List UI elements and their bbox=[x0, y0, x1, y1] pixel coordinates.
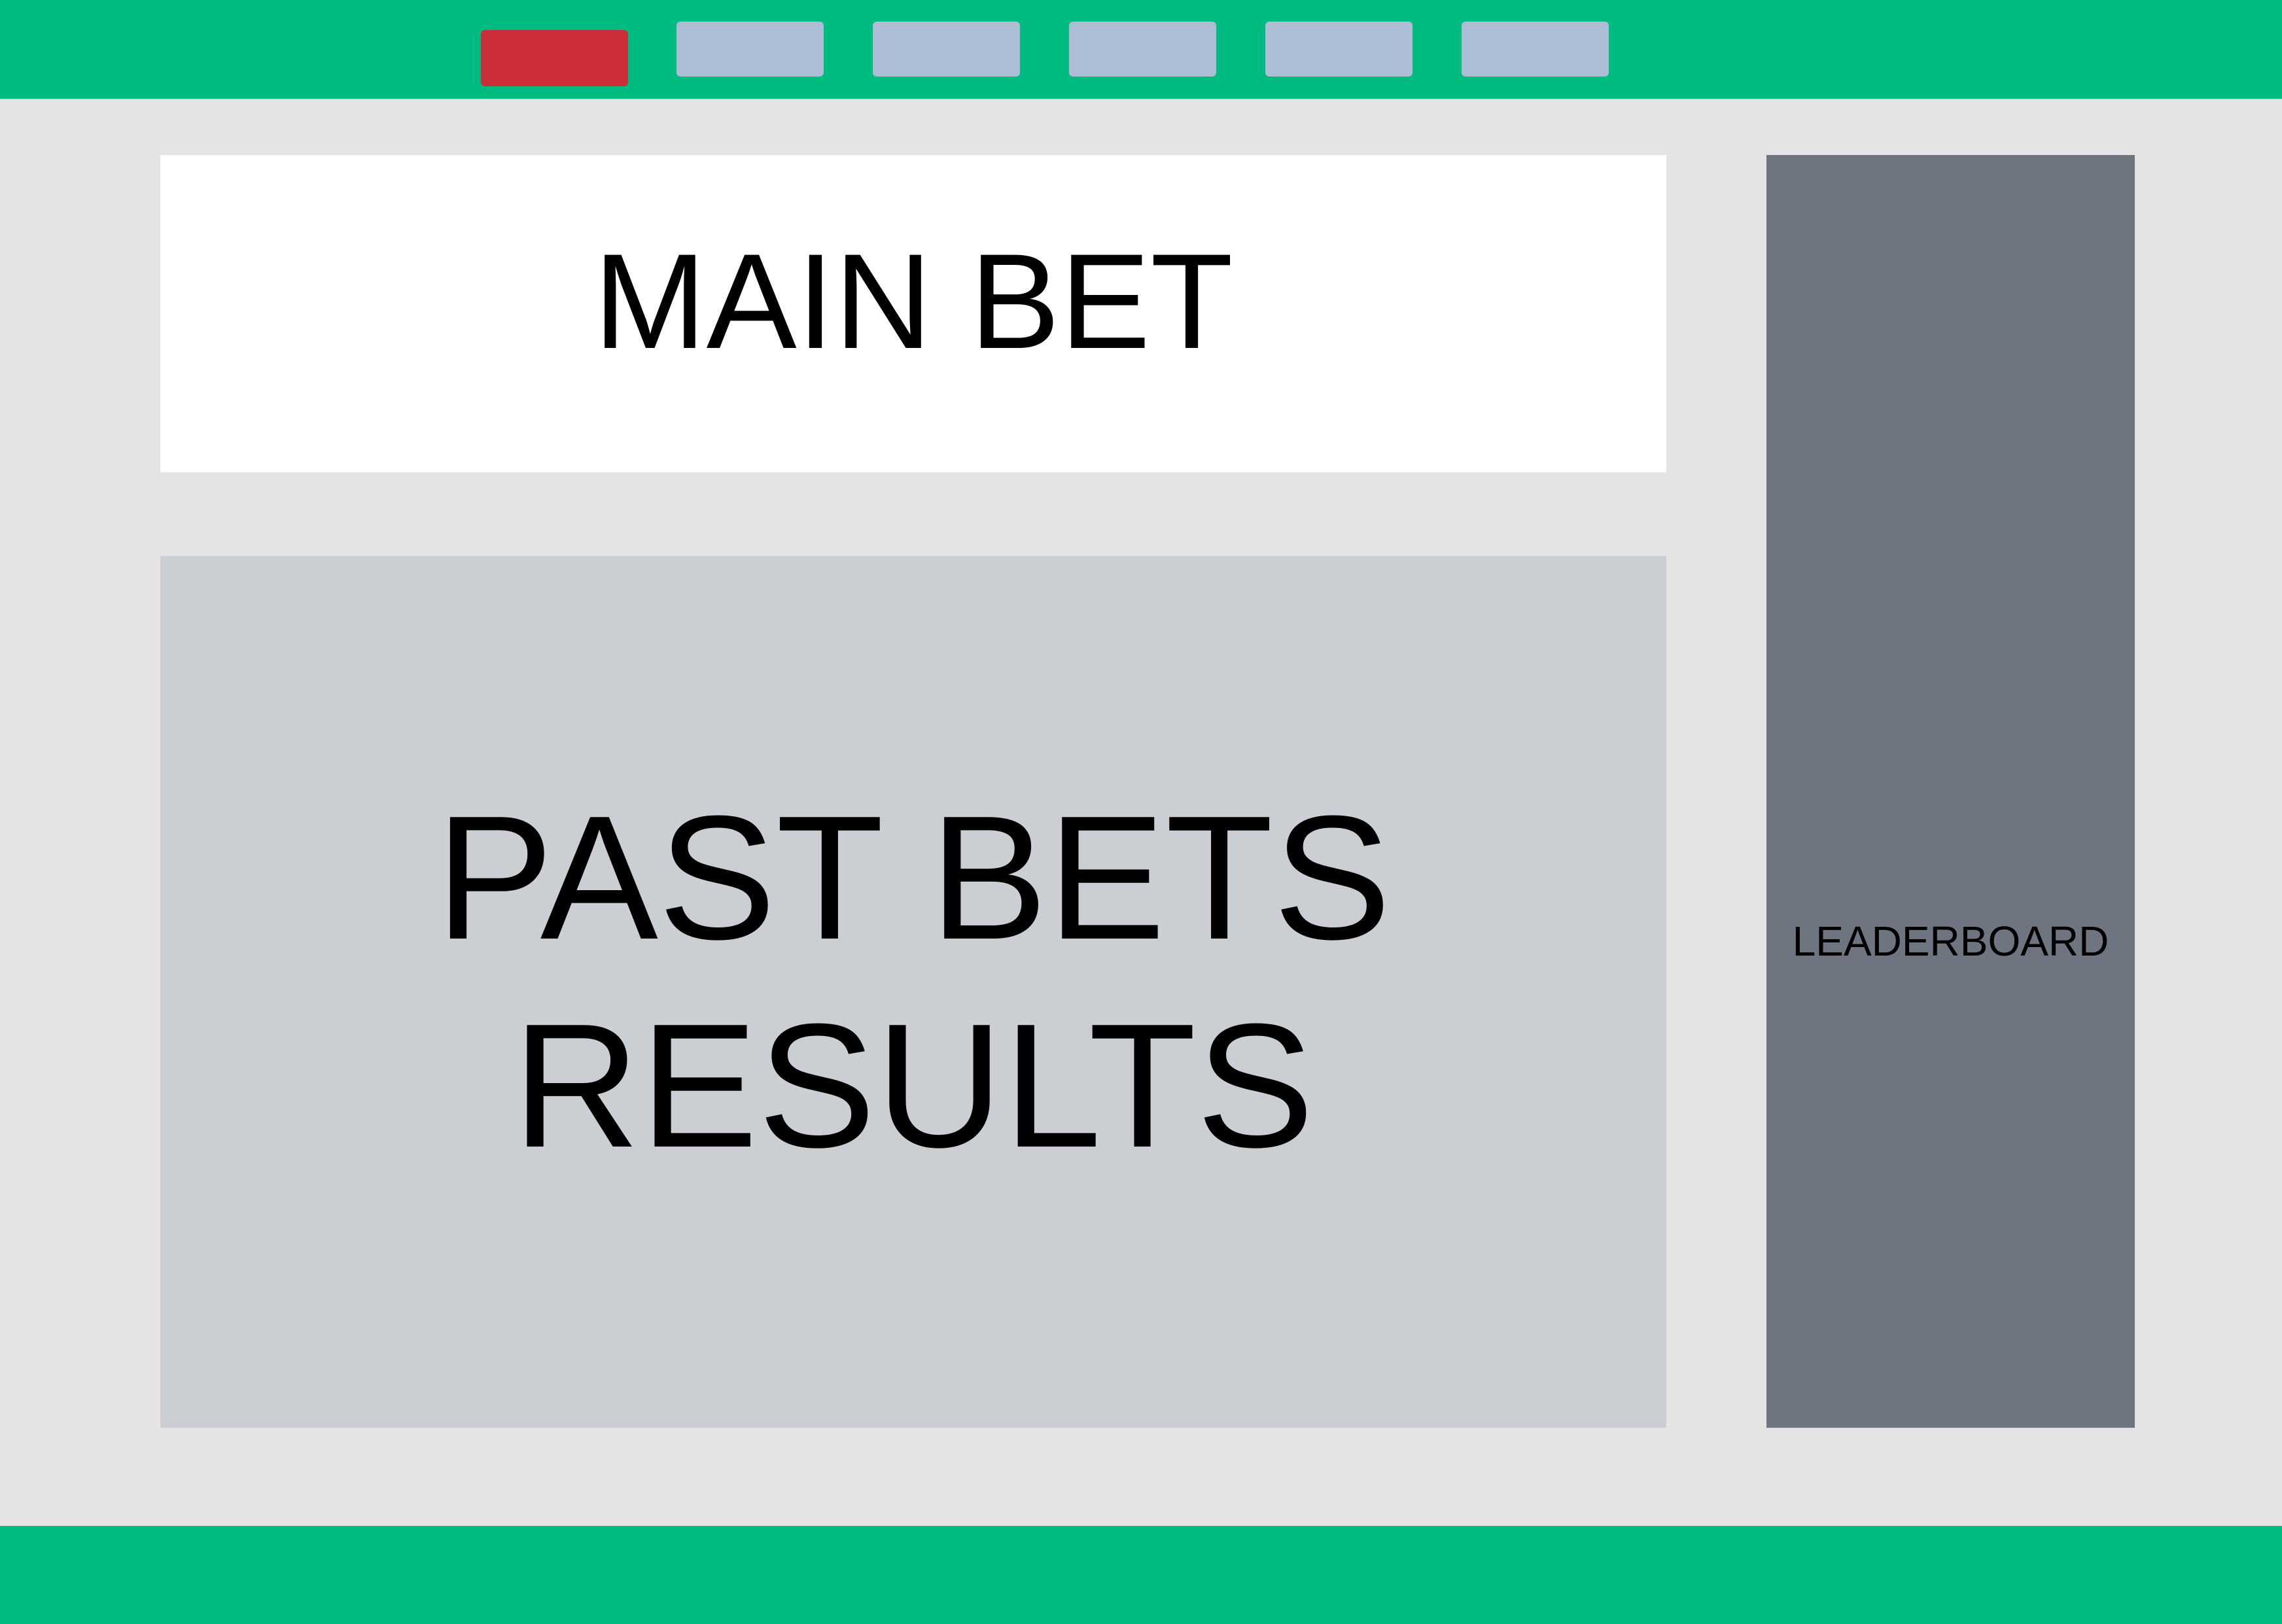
nav-button-5[interactable] bbox=[1265, 22, 1413, 77]
leaderboard-panel[interactable]: LEADERBOARD bbox=[1766, 155, 2135, 1428]
leaderboard-label: LEADERBOARD bbox=[1792, 918, 2109, 965]
nav-button-3[interactable] bbox=[873, 22, 1020, 77]
past-bets-title-line-1: PAST BETS bbox=[435, 779, 1392, 976]
main-bet-panel[interactable]: MAIN BET bbox=[160, 155, 1666, 472]
nav-button-2[interactable] bbox=[676, 22, 824, 77]
past-bets-results-panel[interactable]: PAST BETS RESULTS bbox=[160, 556, 1666, 1428]
nav-button-6[interactable] bbox=[1462, 22, 1609, 77]
nav-button-4[interactable] bbox=[1069, 22, 1216, 77]
top-navigation-bar bbox=[0, 0, 2282, 99]
nav-button-1-active[interactable] bbox=[481, 30, 628, 86]
past-bets-title-line-2: RESULTS bbox=[512, 987, 1314, 1184]
footer-bar bbox=[0, 1526, 2282, 1624]
main-bet-label: MAIN BET bbox=[593, 226, 1233, 377]
